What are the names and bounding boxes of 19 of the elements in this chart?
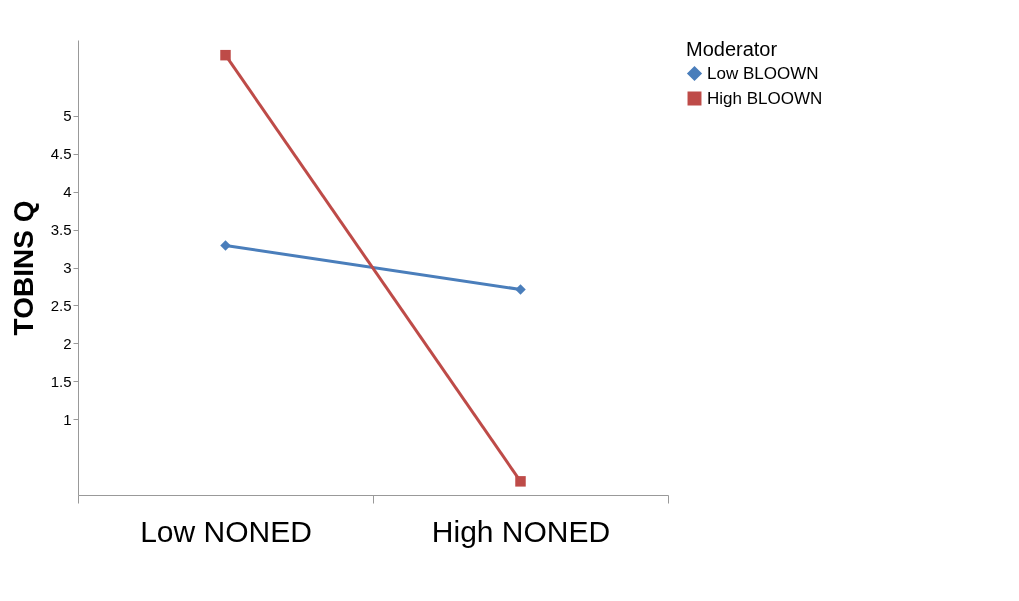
- y-axis-title: TOBINS Q: [7, 200, 39, 336]
- x-tick-label: High NONED: [431, 514, 611, 548]
- y-tick-label: 2: [63, 334, 72, 352]
- point: [220, 49, 231, 61]
- legend-title: Moderator: [686, 38, 778, 60]
- point: [515, 284, 526, 295]
- y-tick-label: 2.5: [50, 296, 72, 314]
- y-tick-label: 4: [63, 183, 72, 201]
- point: [220, 240, 231, 251]
- y-tick-label: 1.5: [50, 372, 72, 390]
- y-tick-label: 4.5: [50, 145, 72, 163]
- legend-label: Low BLOOWN: [707, 63, 819, 83]
- legend-label: High BLOOWN: [707, 88, 823, 108]
- y-tick-label: 5: [63, 107, 72, 125]
- x-tick-label: Low NONED: [140, 514, 312, 548]
- y-tick-label: 3: [63, 259, 72, 276]
- point: [515, 476, 526, 487]
- y-tick-label: 1: [63, 410, 72, 428]
- y-tick-label: 3.5: [50, 221, 72, 239]
